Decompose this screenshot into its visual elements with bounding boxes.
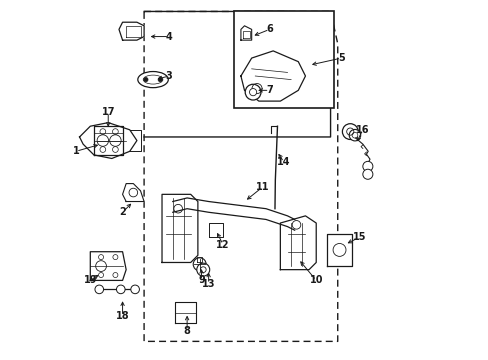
Text: 1: 1 — [72, 146, 79, 156]
Circle shape — [342, 124, 357, 139]
Text: 8: 8 — [183, 325, 190, 336]
Text: 10: 10 — [309, 275, 322, 285]
Text: 17: 17 — [102, 107, 115, 117]
Text: 14: 14 — [277, 157, 290, 167]
Circle shape — [131, 285, 139, 294]
Text: 4: 4 — [165, 32, 172, 41]
Text: 2: 2 — [119, 207, 126, 217]
Text: 9: 9 — [198, 275, 204, 285]
Circle shape — [193, 258, 206, 271]
Polygon shape — [80, 123, 137, 158]
Text: 3: 3 — [165, 71, 172, 81]
Circle shape — [143, 77, 148, 82]
Polygon shape — [162, 194, 198, 262]
Circle shape — [158, 77, 162, 82]
Polygon shape — [241, 51, 305, 101]
Circle shape — [95, 285, 103, 294]
Text: 19: 19 — [83, 275, 97, 285]
Polygon shape — [94, 126, 122, 155]
Circle shape — [362, 161, 372, 171]
Text: 13: 13 — [202, 279, 215, 289]
Text: 5: 5 — [337, 53, 344, 63]
Polygon shape — [280, 216, 316, 270]
Polygon shape — [174, 302, 196, 323]
Polygon shape — [90, 252, 126, 280]
Text: 18: 18 — [116, 311, 129, 321]
Text: 15: 15 — [352, 232, 365, 242]
Circle shape — [362, 169, 372, 179]
Polygon shape — [122, 184, 144, 202]
Circle shape — [196, 263, 209, 276]
Polygon shape — [119, 22, 144, 40]
Circle shape — [249, 89, 256, 96]
Text: 6: 6 — [265, 24, 272, 35]
Ellipse shape — [138, 72, 168, 87]
Text: 11: 11 — [255, 182, 268, 192]
Circle shape — [116, 285, 125, 294]
Polygon shape — [241, 26, 251, 40]
Text: 16: 16 — [355, 125, 369, 135]
Text: 12: 12 — [216, 239, 229, 249]
Text: 7: 7 — [265, 85, 272, 95]
Polygon shape — [208, 223, 223, 237]
Polygon shape — [326, 234, 351, 266]
FancyBboxPatch shape — [233, 12, 333, 108]
Circle shape — [244, 84, 261, 100]
Circle shape — [348, 130, 360, 141]
